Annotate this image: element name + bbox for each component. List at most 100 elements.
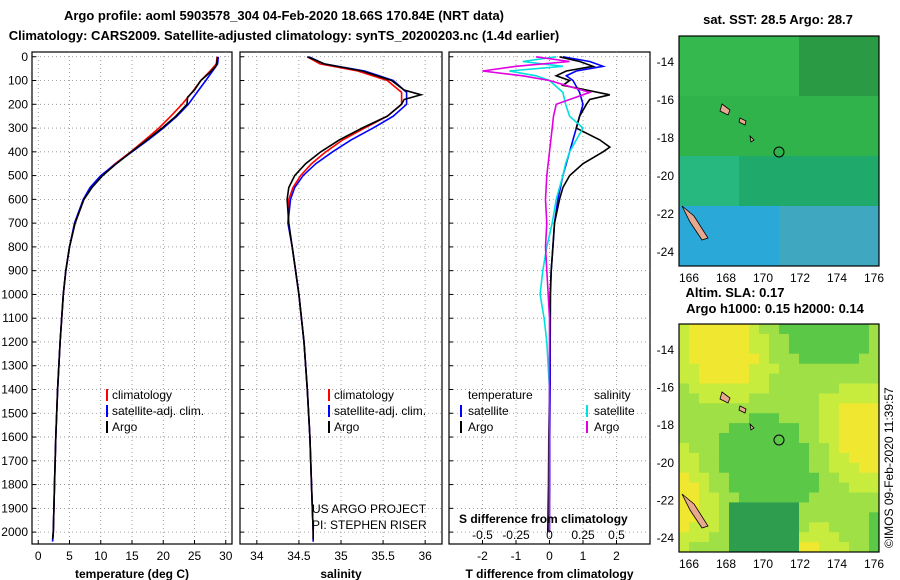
map-cell <box>839 363 850 375</box>
map-cell <box>749 156 760 167</box>
map-lon-label: 176 <box>864 271 884 285</box>
map-cell <box>719 136 730 147</box>
map-cell <box>829 56 840 67</box>
map-cell <box>679 86 690 97</box>
map-cell <box>819 512 830 523</box>
map-cell <box>829 126 840 137</box>
map-cell <box>849 353 860 365</box>
map-cell <box>859 186 870 197</box>
map-cell <box>789 66 800 77</box>
map-cell <box>699 156 710 167</box>
map-cell <box>839 403 850 414</box>
map-cell <box>839 522 850 533</box>
map-cell <box>699 472 710 484</box>
map-cell <box>799 226 810 237</box>
map-cell <box>719 502 730 513</box>
map-cell <box>719 512 730 523</box>
map-cell <box>749 36 760 47</box>
map-cell <box>749 522 760 533</box>
map-cell <box>789 423 800 434</box>
map-cell <box>789 206 800 217</box>
map-cell <box>679 482 690 493</box>
map-cell <box>859 176 870 187</box>
map-cell <box>819 482 830 493</box>
map-cell <box>849 452 860 464</box>
map-cell <box>849 176 860 187</box>
map-cell <box>799 126 810 137</box>
map-lon-label: 174 <box>827 271 847 285</box>
map-cell <box>679 502 690 513</box>
map-cell <box>679 176 690 187</box>
map-cell <box>869 363 880 375</box>
map-cell <box>819 146 830 157</box>
map-cell <box>709 542 720 553</box>
map-cell <box>779 156 790 167</box>
map-cell <box>839 502 850 513</box>
map-cell <box>809 96 820 107</box>
map-cell <box>779 256 790 267</box>
temperature-legend: climatology satellite-adj. clim. Argo <box>106 388 204 434</box>
map-cell <box>679 256 690 267</box>
map-cell <box>689 226 700 237</box>
map-cell <box>729 472 740 484</box>
map-cell <box>719 126 730 137</box>
map-cell <box>869 176 880 187</box>
x-tick-label: 5 <box>66 549 73 563</box>
map-cell <box>819 216 830 227</box>
map-cell <box>699 66 710 77</box>
map-cell <box>739 413 750 424</box>
legend-temperature-heading: temperature <box>468 388 533 402</box>
island-shape <box>719 103 755 143</box>
map-cell <box>839 206 850 217</box>
map-cell <box>719 472 730 484</box>
map-cell <box>849 482 860 493</box>
map-cell <box>779 116 790 127</box>
map-cell <box>679 383 690 394</box>
map-cell <box>809 462 820 474</box>
map-cell <box>789 36 800 47</box>
map-cell <box>769 256 780 267</box>
map-cell <box>839 393 850 404</box>
map-cell <box>779 46 790 57</box>
map-cell <box>859 353 870 365</box>
map-cell <box>859 96 870 107</box>
map-cell <box>869 246 880 257</box>
map-cell <box>799 423 810 434</box>
map-cell <box>779 413 790 424</box>
map-cell <box>789 512 800 523</box>
map-cell <box>809 383 820 394</box>
map-cell <box>809 423 820 434</box>
depth-tick-label: 200 <box>8 97 28 111</box>
map-lat-label: -14 <box>657 343 675 357</box>
map-cell <box>759 136 770 147</box>
map-cell <box>769 166 780 177</box>
map-cell <box>869 443 880 454</box>
s-diff-tick-label: 0 <box>546 528 553 542</box>
map-cell <box>769 373 780 384</box>
map-lat-label: -24 <box>657 245 675 259</box>
map-cell <box>769 542 780 553</box>
map-cell <box>789 492 800 503</box>
map-cell <box>749 512 760 523</box>
map-cell <box>829 532 840 543</box>
map-cell <box>859 66 870 77</box>
map-cell <box>869 462 880 474</box>
map-cell <box>849 324 860 335</box>
map-cell <box>829 383 840 394</box>
map-cell <box>819 176 830 187</box>
map-cell <box>709 383 720 394</box>
map-cell <box>859 522 870 533</box>
map-cell <box>779 166 790 177</box>
map-cell <box>689 156 700 167</box>
map-cell <box>759 413 770 424</box>
map-cell <box>789 462 800 474</box>
map-cell <box>839 462 850 474</box>
map-cell <box>769 472 780 484</box>
map-cell <box>819 86 830 97</box>
map-cell <box>739 472 750 484</box>
map-cell <box>759 512 770 523</box>
map-cell <box>729 226 740 237</box>
map-cell <box>759 492 770 503</box>
map-cell <box>789 106 800 117</box>
map-cell <box>739 76 750 87</box>
